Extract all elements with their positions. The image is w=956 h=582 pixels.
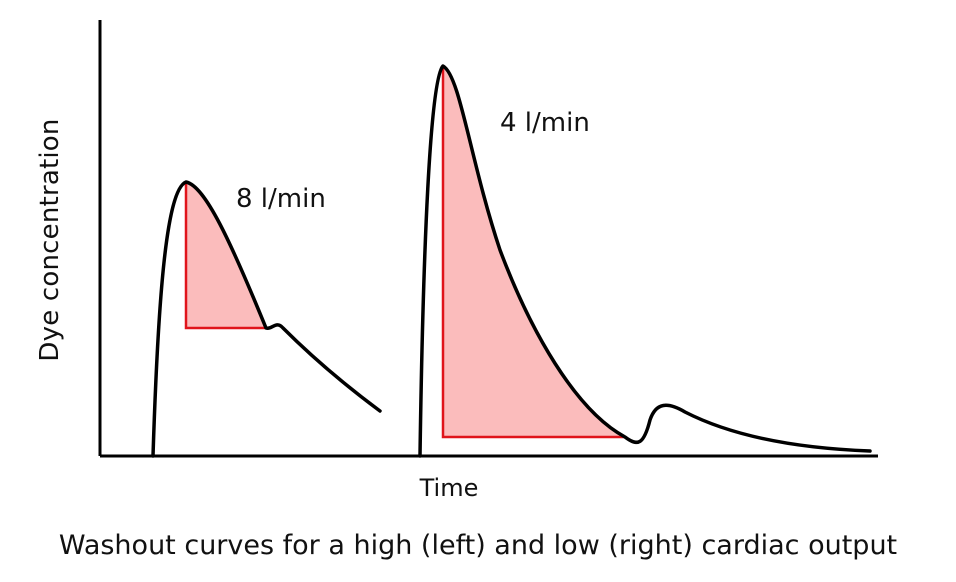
- label-low-output: 4 l/min: [500, 108, 590, 138]
- curve-low-output: [418, 64, 872, 458]
- triangle-high-output: [184, 182, 266, 330]
- line-high-output: [151, 180, 382, 458]
- y-axis-label: Dye concentration: [35, 118, 65, 362]
- curve-high-output: [151, 180, 382, 458]
- chart-title: Washout curves for a high (left) and low…: [58, 530, 898, 561]
- x-axis-label: Time: [419, 474, 479, 502]
- area-high-output: [186, 182, 266, 328]
- triangle-low-output: [441, 66, 625, 439]
- label-high-output: 8 l/min: [236, 184, 326, 214]
- line-low-output: [418, 64, 872, 458]
- axes: [98, 20, 878, 458]
- area-low-output: [443, 66, 625, 437]
